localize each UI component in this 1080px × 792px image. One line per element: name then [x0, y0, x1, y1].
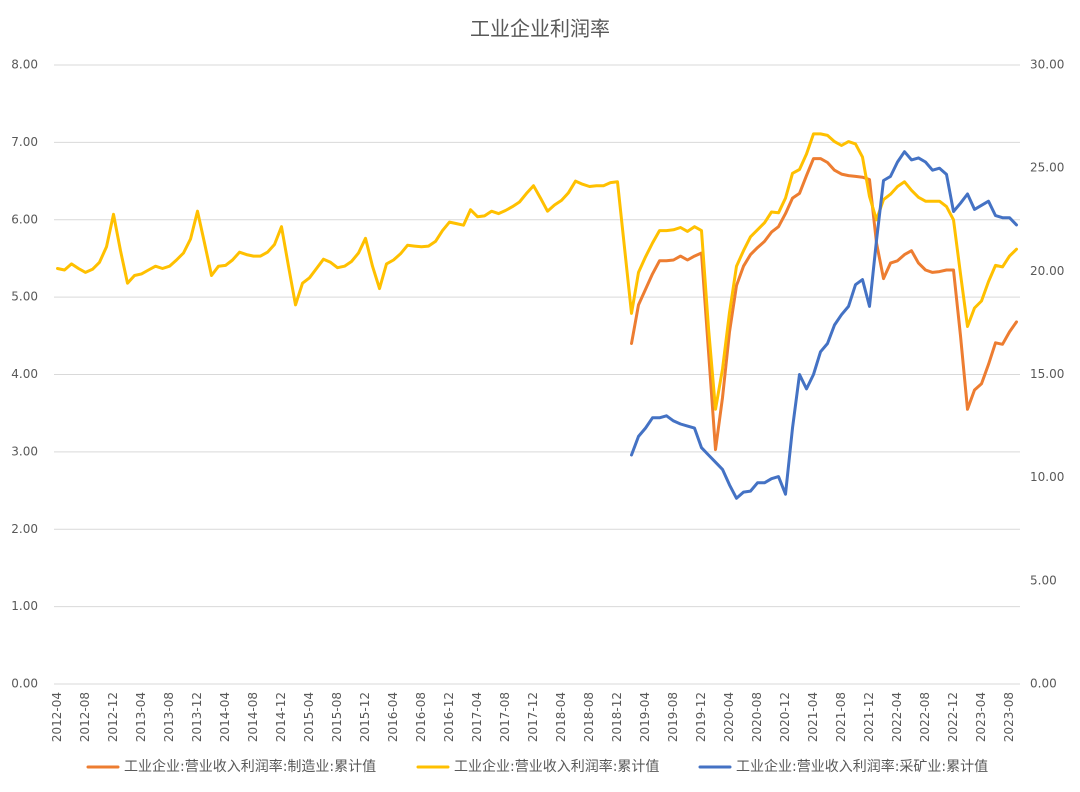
- y-tick-label: 7.00: [11, 135, 38, 149]
- x-tick-label: 2023-04: [974, 692, 988, 742]
- legend-label: 工业企业:营业收入利润率:采矿业:累计值: [736, 758, 988, 775]
- x-tick-label: 2021-08: [834, 692, 848, 742]
- series-line: [630, 150, 1018, 500]
- y2-tick-label: 5.00: [1030, 573, 1057, 587]
- x-tick-label: 2015-04: [302, 692, 316, 742]
- chart-title: 工业企业利润率: [470, 17, 610, 41]
- x-tick-label: 2020-12: [778, 692, 792, 742]
- x-tick-label: 2015-12: [358, 692, 372, 742]
- x-tick-label: 2012-12: [106, 692, 120, 742]
- x-tick-label: 2017-08: [498, 692, 512, 742]
- x-tick-label: 2018-08: [582, 692, 596, 742]
- y2-tick-label: 20.00: [1030, 264, 1064, 278]
- x-tick-label: 2022-12: [946, 692, 960, 742]
- x-tick-label: 2020-04: [722, 692, 736, 742]
- y-tick-label: 6.00: [11, 212, 38, 226]
- y2-tick-label: 10.00: [1030, 470, 1064, 484]
- x-tick-label: 2016-08: [414, 692, 428, 742]
- y-tick-label: 2.00: [11, 522, 38, 536]
- x-tick-label: 2014-08: [246, 692, 260, 742]
- x-tick-label: 2013-08: [162, 692, 176, 742]
- x-tick-label: 2023-08: [1002, 692, 1016, 742]
- x-tick-label: 2015-08: [330, 692, 344, 742]
- y-tick-label: 4.00: [11, 367, 38, 381]
- x-tick-label: 2013-04: [134, 692, 148, 742]
- y2-tick-label: 0.00: [1030, 677, 1057, 691]
- series-line: [56, 132, 1018, 411]
- y-tick-label: 5.00: [11, 290, 38, 304]
- y2-tick-label: 25.00: [1030, 161, 1064, 175]
- legend-label: 工业企业:营业收入利润率:累计值: [454, 758, 659, 775]
- x-tick-label: 2022-04: [890, 692, 904, 742]
- y-tick-label: 3.00: [11, 444, 38, 458]
- y2-tick-label: 30.00: [1030, 58, 1064, 72]
- x-tick-label: 2017-04: [470, 692, 484, 742]
- legend-label: 工业企业:营业收入利润率:制造业:累计值: [124, 758, 376, 775]
- x-tick-label: 2016-12: [442, 692, 456, 742]
- x-tick-label: 2021-12: [862, 692, 876, 742]
- x-tick-label: 2013-12: [190, 692, 204, 742]
- x-tick-label: 2019-12: [694, 692, 708, 742]
- x-tick-label: 2019-08: [666, 692, 680, 742]
- y2-tick-label: 15.00: [1030, 367, 1064, 381]
- x-tick-label: 2014-12: [274, 692, 288, 742]
- y-tick-label: 0.00: [11, 677, 38, 691]
- x-tick-label: 2020-08: [750, 692, 764, 742]
- x-tick-label: 2016-04: [386, 692, 400, 742]
- x-tick-label: 2019-04: [638, 692, 652, 742]
- x-tick-label: 2012-04: [50, 692, 64, 742]
- x-tick-label: 2018-12: [610, 692, 624, 742]
- x-tick-label: 2018-04: [554, 692, 568, 742]
- x-tick-label: 2012-08: [78, 692, 92, 742]
- y-tick-label: 1.00: [11, 599, 38, 613]
- x-tick-label: 2021-04: [806, 692, 820, 742]
- x-tick-label: 2022-08: [918, 692, 932, 742]
- series-line: [630, 157, 1018, 452]
- x-tick-label: 2017-12: [526, 692, 540, 742]
- x-tick-label: 2014-04: [218, 692, 232, 742]
- y-tick-label: 8.00: [11, 58, 38, 72]
